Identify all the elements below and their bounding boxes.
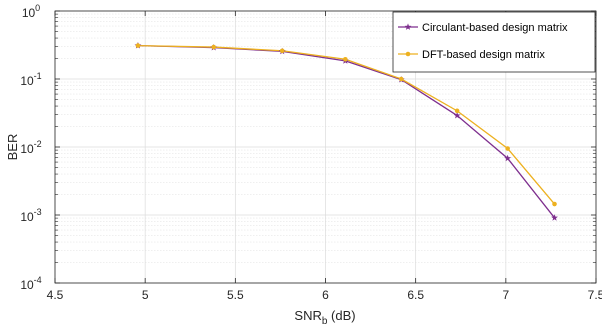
x-tick-label: 5.5 bbox=[227, 288, 244, 302]
data-point-series-0 bbox=[504, 154, 512, 162]
x-axis-label-main: SNR bbox=[294, 308, 321, 323]
y-tick-label: 10-2 bbox=[20, 139, 41, 156]
x-tick-label: 4.5 bbox=[47, 288, 64, 302]
series-line-1 bbox=[137, 44, 556, 205]
data-point-series-1 bbox=[398, 76, 404, 82]
data-point-series-1 bbox=[279, 48, 285, 54]
x-axis-label-unit: (dB) bbox=[327, 308, 355, 323]
series-layer bbox=[134, 41, 558, 221]
y-tick-label: 100 bbox=[22, 3, 40, 20]
x-tick-label: 7 bbox=[502, 288, 509, 302]
data-point-series-1 bbox=[505, 146, 510, 151]
data-point-series-0 bbox=[551, 214, 558, 221]
data-point-series-1 bbox=[211, 44, 216, 50]
y-tick-label: 10-3 bbox=[20, 207, 41, 224]
x-tick-label: 5 bbox=[142, 288, 149, 302]
data-point-series-0 bbox=[453, 111, 461, 119]
x-tick-label: 6 bbox=[322, 288, 329, 302]
data-point-series-1 bbox=[343, 56, 348, 62]
legend-marker-dft bbox=[405, 51, 411, 57]
y-tick-labels: 100 10-1 10-2 10-3 10-4 bbox=[20, 3, 41, 292]
data-point-series-1 bbox=[135, 43, 141, 48]
legend-label-circulant: Circulant-based design matrix bbox=[422, 22, 568, 34]
legend-box bbox=[392, 11, 596, 73]
legend-marker-circulant bbox=[404, 23, 412, 30]
legend-label-dft: DFT-based design matrix bbox=[422, 49, 545, 61]
data-point-series-1 bbox=[454, 108, 460, 114]
y-axis-label: BER bbox=[5, 134, 20, 161]
y-tick-label: 10-4 bbox=[20, 275, 41, 292]
x-tick-label: 7.5 bbox=[588, 288, 602, 302]
data-point-series-1 bbox=[552, 201, 557, 207]
legend: Circulant-based design matrix DFT-based … bbox=[392, 11, 596, 73]
x-axis-label: SNRb (dB) bbox=[294, 308, 355, 327]
x-axis-label-subscript: b bbox=[322, 316, 328, 327]
y-tick-label: 10-1 bbox=[20, 71, 41, 88]
x-tick-labels: 4.5 5 5.5 6 6.5 7 7.5 bbox=[47, 288, 602, 302]
x-tick-label: 6.5 bbox=[407, 288, 424, 302]
